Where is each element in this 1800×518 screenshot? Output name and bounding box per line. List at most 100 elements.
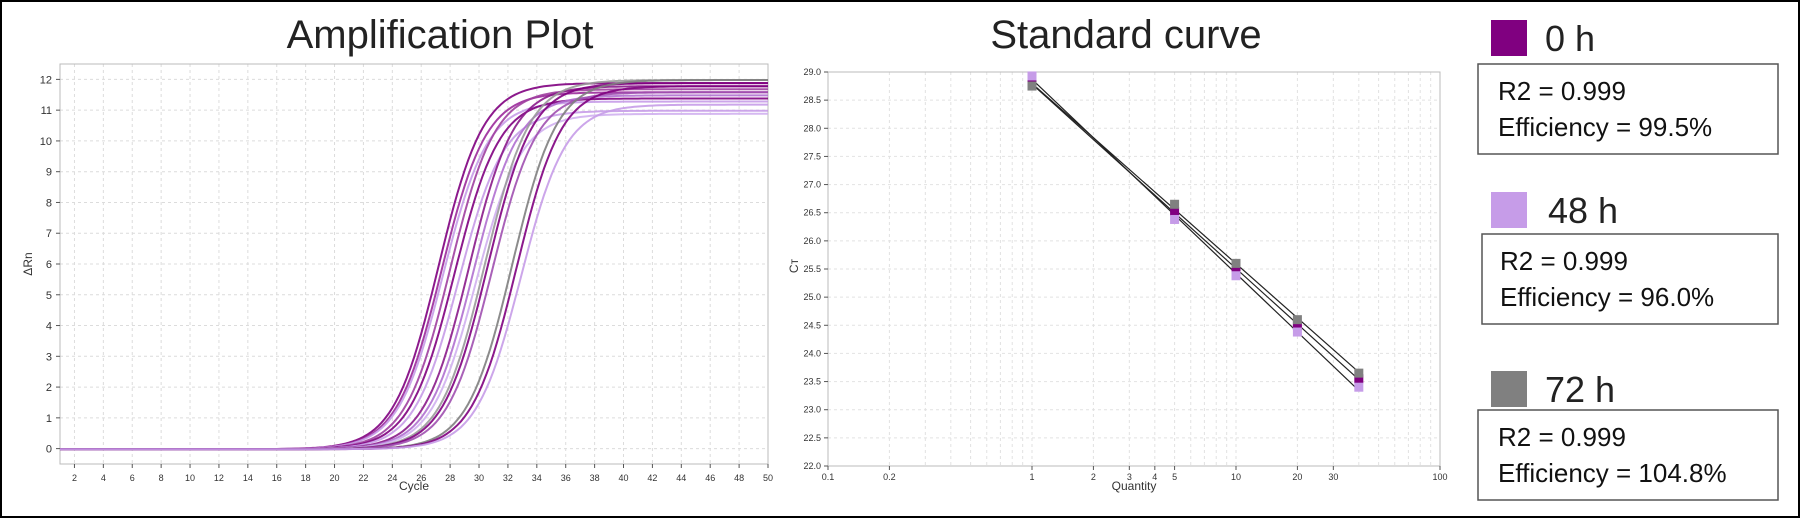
legend-swatch-72h (1491, 371, 1527, 407)
amp-x-tick-label: 46 (705, 473, 715, 483)
amp-y-tick-label: 0 (46, 444, 52, 456)
std-point (1231, 264, 1241, 274)
amplification-grid (60, 64, 769, 464)
amp-x-tick-label: 34 (532, 473, 542, 483)
std-y-tick-label: 27.5 (803, 151, 821, 161)
amp-x-tick-label: 28 (445, 473, 455, 483)
amp-y-tick-label: 2 (46, 382, 52, 394)
amplification-curve (60, 103, 768, 451)
std-y-tick-label: 22.5 (803, 433, 821, 443)
amp-y-tick-label: 6 (46, 259, 52, 271)
std-point (1027, 71, 1037, 81)
amp-x-tick-label: 32 (503, 473, 513, 483)
amplification-y-axis-label: ΔRn (21, 252, 35, 275)
std-point (1231, 271, 1241, 281)
std-x-tick-label: 4 (1152, 472, 1157, 482)
amp-x-tick-label: 44 (676, 473, 686, 483)
std-y-tick-label: 24.5 (803, 320, 821, 330)
stats-box-48h (1481, 233, 1779, 325)
amp-y-tick-label: 7 (46, 228, 52, 240)
standard-curve-x-ticks: 0.1 0.2 1 2 3 4 5 10 20 30 100 (822, 466, 1448, 482)
std-point (1292, 327, 1302, 337)
legend-label-0h: 0 h (1545, 18, 1595, 59)
std-y-tick-label: 25.0 (803, 292, 821, 302)
stats-box-0h (1477, 63, 1779, 155)
amp-y-tick-label: 1 (46, 413, 52, 425)
standard-curve-fit-lines (1031, 78, 1360, 391)
amplification-curve (60, 88, 768, 451)
std-x-tick-label: 20 (1292, 472, 1302, 482)
std-y-tick-label: 27.0 (803, 180, 821, 190)
amp-x-tick-label: 36 (561, 473, 571, 483)
std-y-tick-label: 24.0 (803, 348, 821, 358)
std-y-tick-label: 28.5 (803, 95, 821, 105)
amplification-curve (60, 82, 768, 451)
amp-y-tick-label: 12 (40, 74, 52, 86)
std-y-tick-label: 23.5 (803, 377, 821, 387)
legend-label-72h: 72 h (1545, 369, 1615, 410)
amplification-curve (60, 79, 768, 451)
amplification-x-ticks: 2 4 6 8 10 12 14 16 18 20 22 24 26 28 30 32 34 36 38 40 42 44… (72, 464, 773, 483)
std-point (1354, 374, 1364, 384)
std-x-tick-label: 0.2 (883, 472, 896, 482)
std-x-tick-label: 3 (1127, 472, 1132, 482)
std-y-tick-label: 22.0 (803, 461, 821, 471)
std-point (1292, 315, 1302, 325)
std-y-tick-label: 26.0 (803, 236, 821, 246)
amplification-curve (60, 97, 768, 451)
std-x-tick-label: 30 (1328, 472, 1338, 482)
amp-x-tick-label: 50 (763, 473, 773, 483)
legend-label-48h: 48 h (1548, 190, 1618, 231)
standard-curve-y-ticks: 22.0 22.5 23.0 23.5 24.0 24.5 25.0 25.5 26.0 26.5… (803, 67, 828, 471)
std-point (1354, 368, 1364, 378)
r2-value-72h: R2 = 0.999 (1498, 422, 1626, 452)
amplification-curve (60, 100, 768, 451)
std-x-tick-label: 10 (1231, 472, 1241, 482)
amp-x-tick-label: 40 (619, 473, 629, 483)
amp-x-tick-label: 8 (159, 473, 164, 483)
amp-y-tick-label: 3 (46, 351, 52, 363)
standard-curve-grid (827, 71, 1441, 467)
r2-value-0h: R2 = 0.999 (1498, 76, 1626, 106)
amp-x-tick-label: 16 (272, 473, 282, 483)
std-y-tick-label: 29.0 (803, 67, 821, 77)
efficiency-value-0h: Efficiency = 99.5% (1498, 112, 1712, 142)
amp-y-tick-label: 8 (46, 197, 52, 209)
std-point (1027, 81, 1037, 91)
amp-y-tick-label: 9 (46, 167, 52, 179)
legend-swatch-48h (1491, 192, 1527, 228)
amp-x-tick-label: 12 (214, 473, 224, 483)
standard-curve-points (1027, 71, 1364, 392)
amplification-curve (60, 94, 768, 451)
std-point (1170, 214, 1180, 224)
std-point (1292, 320, 1302, 330)
amplification-curve (60, 91, 768, 451)
std-fit-line (1031, 83, 1360, 380)
efficiency-value-48h: Efficiency = 96.0% (1500, 282, 1714, 312)
stats-box-72h (1477, 409, 1779, 501)
amp-y-tick-label: 5 (46, 290, 52, 302)
amplification-curve (60, 82, 768, 451)
amplification-curve (60, 79, 768, 451)
legend-item-72h: 72 h R2 = 0.999 Efficiency = 104.8% (1477, 369, 1779, 501)
amp-x-tick-label: 14 (243, 473, 253, 483)
std-y-tick-label: 25.5 (803, 264, 821, 274)
efficiency-value-72h: Efficiency = 104.8% (1498, 458, 1727, 488)
amp-x-tick-label: 38 (590, 473, 600, 483)
amplification-curve (60, 91, 768, 451)
std-x-tick-label: 0.1 (822, 472, 835, 482)
amplification-x-axis-label: Cycle (399, 479, 429, 493)
amp-x-tick-label: 24 (387, 473, 397, 483)
standard-curve-title: Standard curve (990, 13, 1261, 57)
std-x-tick-label: 2 (1091, 472, 1096, 482)
std-point (1170, 207, 1180, 217)
std-fit-line (1031, 82, 1360, 373)
amp-y-tick-label: 10 (40, 136, 52, 148)
r2-value-48h: R2 = 0.999 (1500, 246, 1628, 276)
amp-x-tick-label: 48 (734, 473, 744, 483)
std-y-tick-label: 26.5 (803, 208, 821, 218)
amp-x-tick-label: 10 (185, 473, 195, 483)
amp-x-tick-label: 18 (301, 473, 311, 483)
